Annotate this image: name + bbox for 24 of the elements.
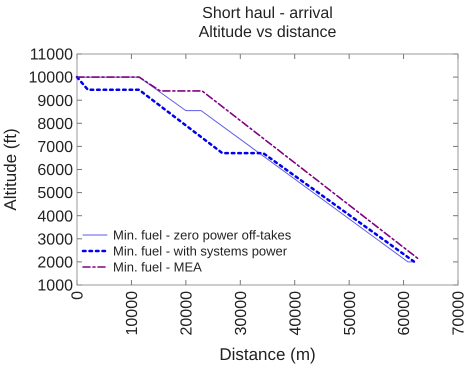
x-tick-label: 30000 <box>232 290 250 336</box>
legend-label: Min. fuel - MEA <box>113 260 202 275</box>
x-tick-label: 60000 <box>396 290 414 336</box>
x-tick-label: 0 <box>70 290 87 300</box>
y-tick-label: 5000 <box>37 185 74 202</box>
legend-label: Min. fuel - zero power off-takes <box>113 228 292 243</box>
y-tick-label: 9000 <box>37 92 74 110</box>
x-tick-label: 10000 <box>124 290 142 336</box>
y-tick-label: 6000 <box>37 162 74 180</box>
x-axis-title: Distance (m) <box>219 345 316 364</box>
y-tick-label: 2000 <box>37 254 74 272</box>
y-tick-label: 7000 <box>37 139 74 156</box>
y-axis-title: Altitude (ft) <box>1 128 20 211</box>
x-tick-label: 70000 <box>450 290 468 336</box>
y-tick-label: 3000 <box>37 231 74 248</box>
chart-title: Short haul - arrival Altitude vs distance <box>198 5 337 41</box>
y-tick-label: 10000 <box>28 70 74 87</box>
y-tick-label: 8000 <box>37 116 74 133</box>
legend-label: Min. fuel - with systems power <box>113 244 288 259</box>
y-tick-label: 11000 <box>30 46 74 64</box>
x-tick-label: 20000 <box>178 290 196 336</box>
x-tick-label: 40000 <box>287 290 304 336</box>
y-tick-label: 4000 <box>37 208 74 226</box>
x-tick-label: 50000 <box>342 290 359 336</box>
